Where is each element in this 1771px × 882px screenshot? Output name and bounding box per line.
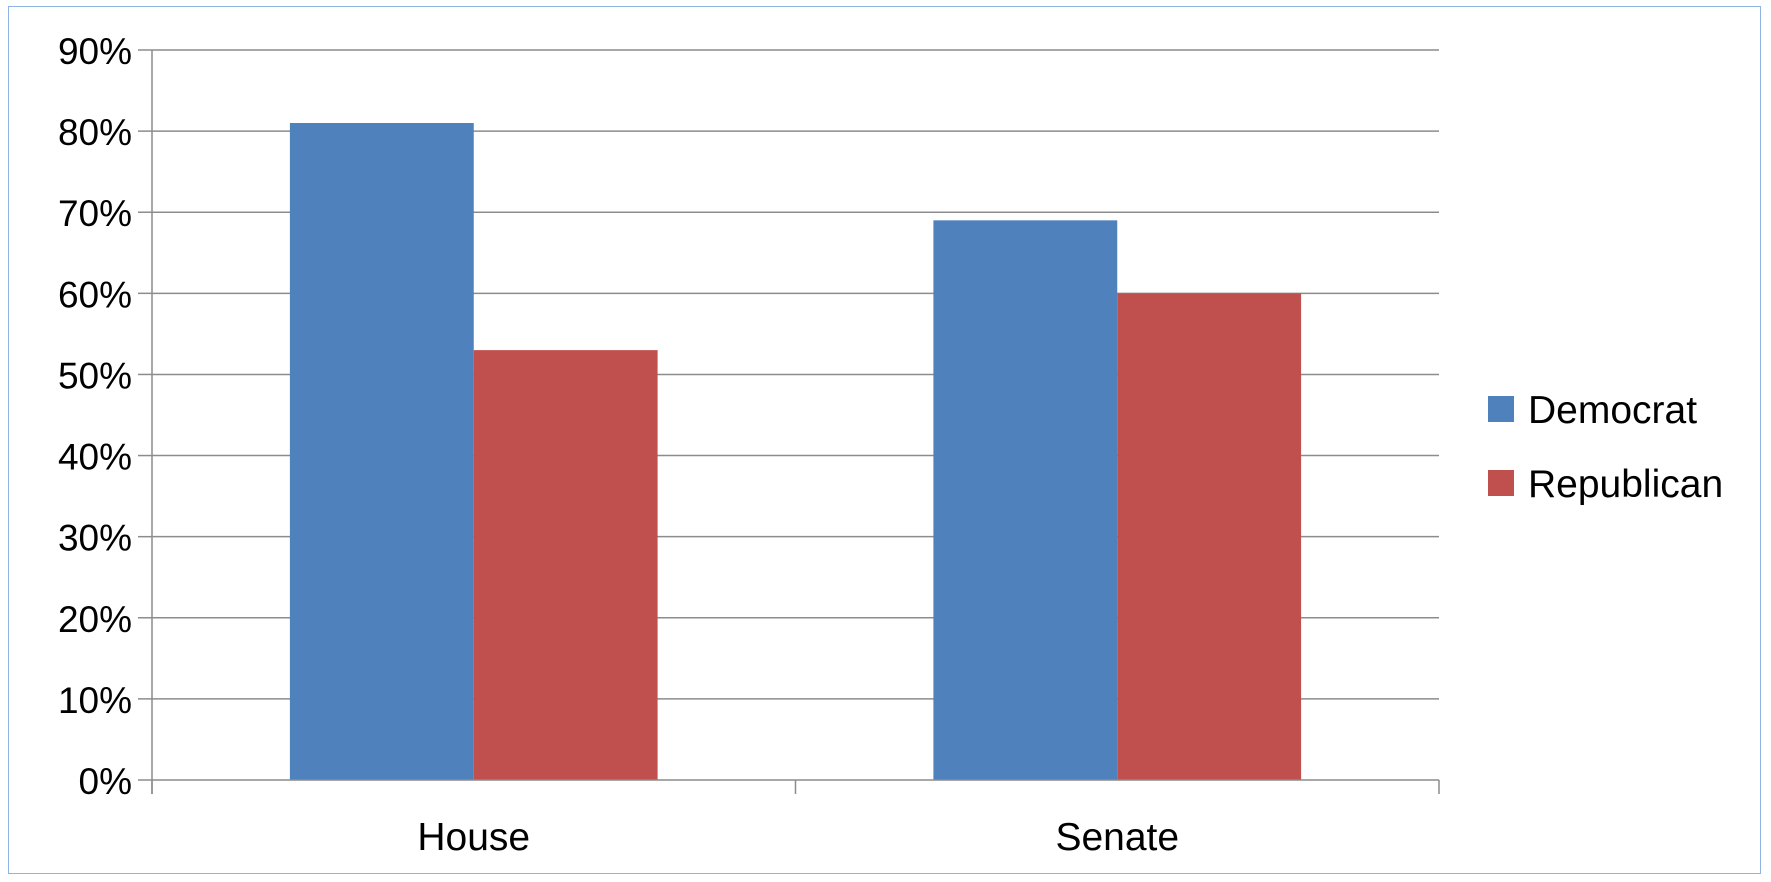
y-tick-label: 30%: [58, 518, 132, 559]
legend-label-republican: Republican: [1528, 463, 1723, 506]
bar-democrat-house: [289, 123, 474, 780]
legend: Democrat Republican: [1488, 389, 1723, 506]
x-tick-label: House: [417, 816, 530, 859]
y-tick-labels: 0% 10% 20% 30% 40% 50% 60% 70% 80% 90%: [58, 31, 132, 802]
y-tick-label: 80%: [58, 112, 132, 153]
y-tick-label: 40%: [58, 437, 132, 478]
legend-label-democrat: Democrat: [1528, 389, 1697, 432]
y-tick-label: 60%: [58, 274, 132, 315]
x-tick-labels: House Senate: [417, 816, 1179, 859]
bar-republican-house: [473, 350, 658, 780]
axes: [138, 49, 1440, 794]
bar-republican-senate: [1117, 293, 1302, 780]
y-tick-label: 70%: [58, 193, 132, 234]
y-tick-label: 50%: [58, 355, 132, 396]
legend-swatch-republican: [1488, 470, 1514, 496]
y-tick-label: 90%: [58, 31, 132, 72]
bar-democrat-senate: [933, 220, 1118, 781]
y-tick-label: 20%: [58, 599, 132, 640]
y-tick-label: 10%: [58, 680, 132, 721]
legend-swatch-democrat: [1488, 396, 1514, 422]
y-tick-label: 0%: [79, 761, 132, 802]
bars: [289, 123, 1302, 781]
x-tick-label: Senate: [1055, 816, 1179, 859]
